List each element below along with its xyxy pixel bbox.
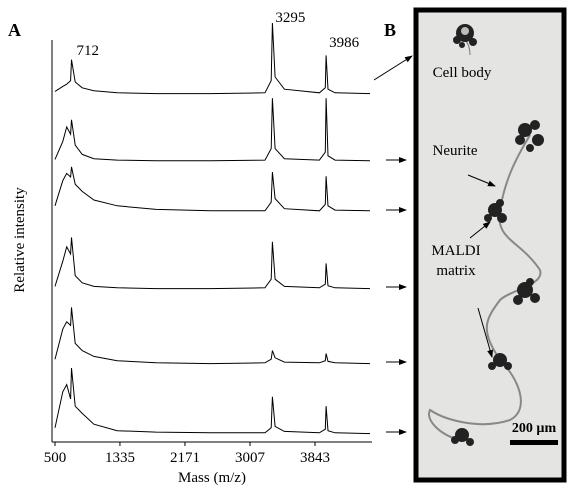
x-tick-label: 500 xyxy=(44,450,67,466)
panel-label: A xyxy=(8,20,21,40)
arrow xyxy=(373,55,413,81)
spectrum xyxy=(54,98,371,162)
spectrum xyxy=(54,367,371,435)
x-tick-label: 3007 xyxy=(235,450,266,466)
y-axis-label: Relative intensity xyxy=(12,187,28,293)
image-label: Neurite xyxy=(433,143,478,159)
x-tick-label: 3843 xyxy=(300,450,330,466)
x-axis-label: Mass (m/z) xyxy=(178,470,246,486)
scale-bar-label: 200 µm xyxy=(512,421,557,436)
image-label: matrix xyxy=(436,263,476,279)
image-label: Cell body xyxy=(433,65,492,81)
spectrum xyxy=(54,307,371,365)
peak-label: 3986 xyxy=(329,35,360,51)
peak-label: 712 xyxy=(76,43,99,59)
image-label: MALDI xyxy=(431,243,480,259)
x-tick-label: 1335 xyxy=(105,450,135,466)
micrograph xyxy=(413,7,567,483)
x-tick-label: 2171 xyxy=(170,450,200,466)
panel-label: B xyxy=(384,20,396,40)
peak-label: 3295 xyxy=(275,10,305,26)
spectrum xyxy=(54,237,371,290)
spectrum xyxy=(54,166,371,212)
spectrum xyxy=(54,22,371,95)
